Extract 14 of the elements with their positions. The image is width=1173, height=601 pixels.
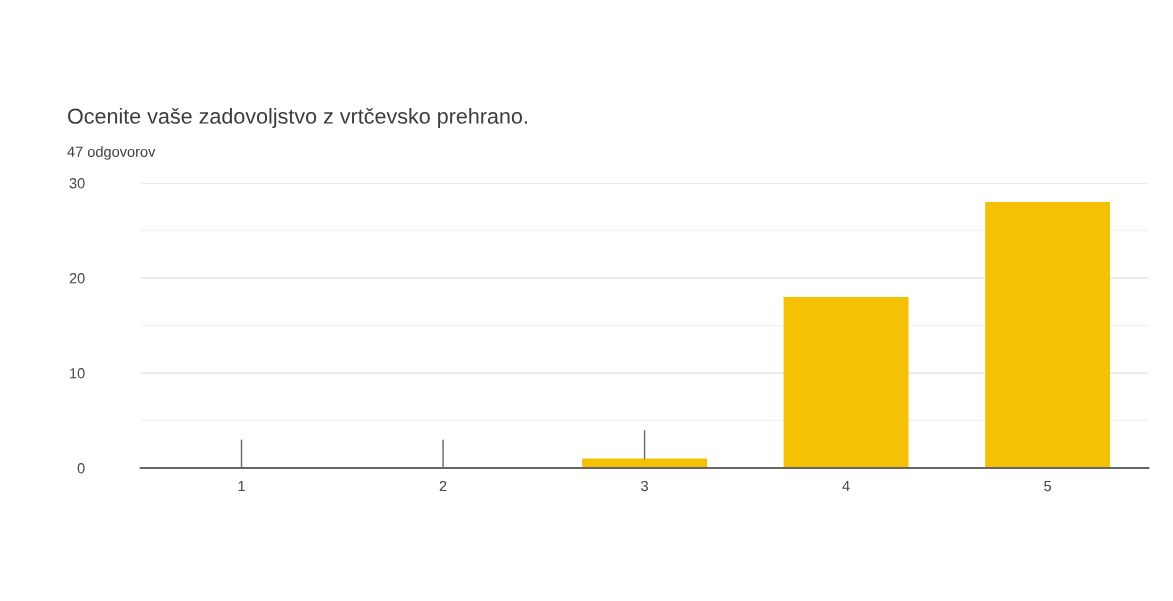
x-tick-label: 5 [1044, 481, 1052, 492]
x-tick-label: 3 [641, 480, 648, 492]
chart-subtitle: 47 odgovorov [67, 146, 156, 160]
y-tick-label: 10 [70, 368, 85, 379]
x-tick-label: 1 [238, 481, 245, 492]
y-tick-label: 30 [69, 178, 85, 189]
y-tick-label: 0 [77, 463, 85, 474]
y-tick-label: 20 [69, 273, 85, 284]
chart-title: Ocenite vaše zadovoljstvo z vrtčevsko prehrano. [68, 107, 527, 129]
x-tick-label: 4 [842, 481, 850, 492]
bar [582, 458, 708, 468]
x-tick-label: 2 [439, 480, 447, 492]
bar [783, 297, 909, 468]
bar [985, 202, 1111, 468]
